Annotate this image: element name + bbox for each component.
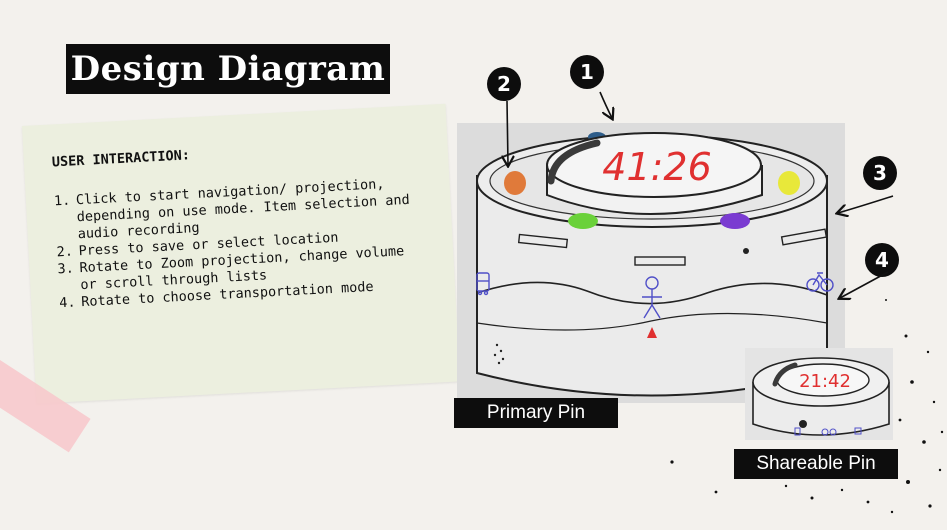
pin-band-bottom: [476, 312, 828, 331]
slot-center: [634, 256, 686, 266]
splatter-dots: [670, 299, 944, 514]
shareable-pin-label: Shareable Pin: [734, 449, 898, 479]
marker-4: 4: [865, 243, 899, 277]
button-yellow[interactable]: [778, 171, 800, 195]
shareable-pin-drawing: 21:42: [752, 357, 890, 436]
sensor-dot: [743, 248, 749, 254]
page-title: Design Diagram: [66, 44, 390, 94]
primary-time-display: 41:26: [602, 145, 712, 189]
page-title-text: Design Diagram: [70, 49, 386, 89]
primary-pin-drawing: 41:26: [476, 132, 834, 397]
dial-face[interactable]: [546, 132, 762, 198]
marker-1: 1: [570, 55, 604, 89]
slot-left: [517, 233, 569, 249]
slot-right: [780, 228, 828, 246]
arrow-marker-3: [838, 195, 894, 213]
small-dial-shade: [772, 362, 798, 387]
marker-3: 3: [863, 156, 897, 190]
small-pin-button[interactable]: [799, 420, 807, 428]
button-green[interactable]: [568, 213, 598, 229]
arrow-marker-4: [840, 271, 889, 298]
bicycle-icon: [806, 272, 834, 292]
button-purple-bottom[interactable]: [720, 213, 750, 229]
dial-shade: [547, 139, 601, 185]
arrow-marker-2: [507, 100, 508, 165]
bus-icon: [476, 272, 490, 296]
arrow-marker-1: [599, 91, 612, 118]
stick-figure-icon: [642, 276, 662, 319]
small-pin-icons: [794, 427, 862, 436]
shareable-time-display: 21:42: [799, 371, 851, 392]
marker-2: 2: [487, 67, 521, 101]
shareable-pin-sketch: 21:42: [745, 348, 893, 440]
button-orange[interactable]: [504, 171, 526, 195]
primary-pin-label: Primary Pin: [454, 398, 618, 428]
speaker-dots: [493, 343, 505, 365]
arrow-up-icon: [647, 327, 657, 338]
primary-pin-sketch: 41:26: [457, 123, 845, 403]
